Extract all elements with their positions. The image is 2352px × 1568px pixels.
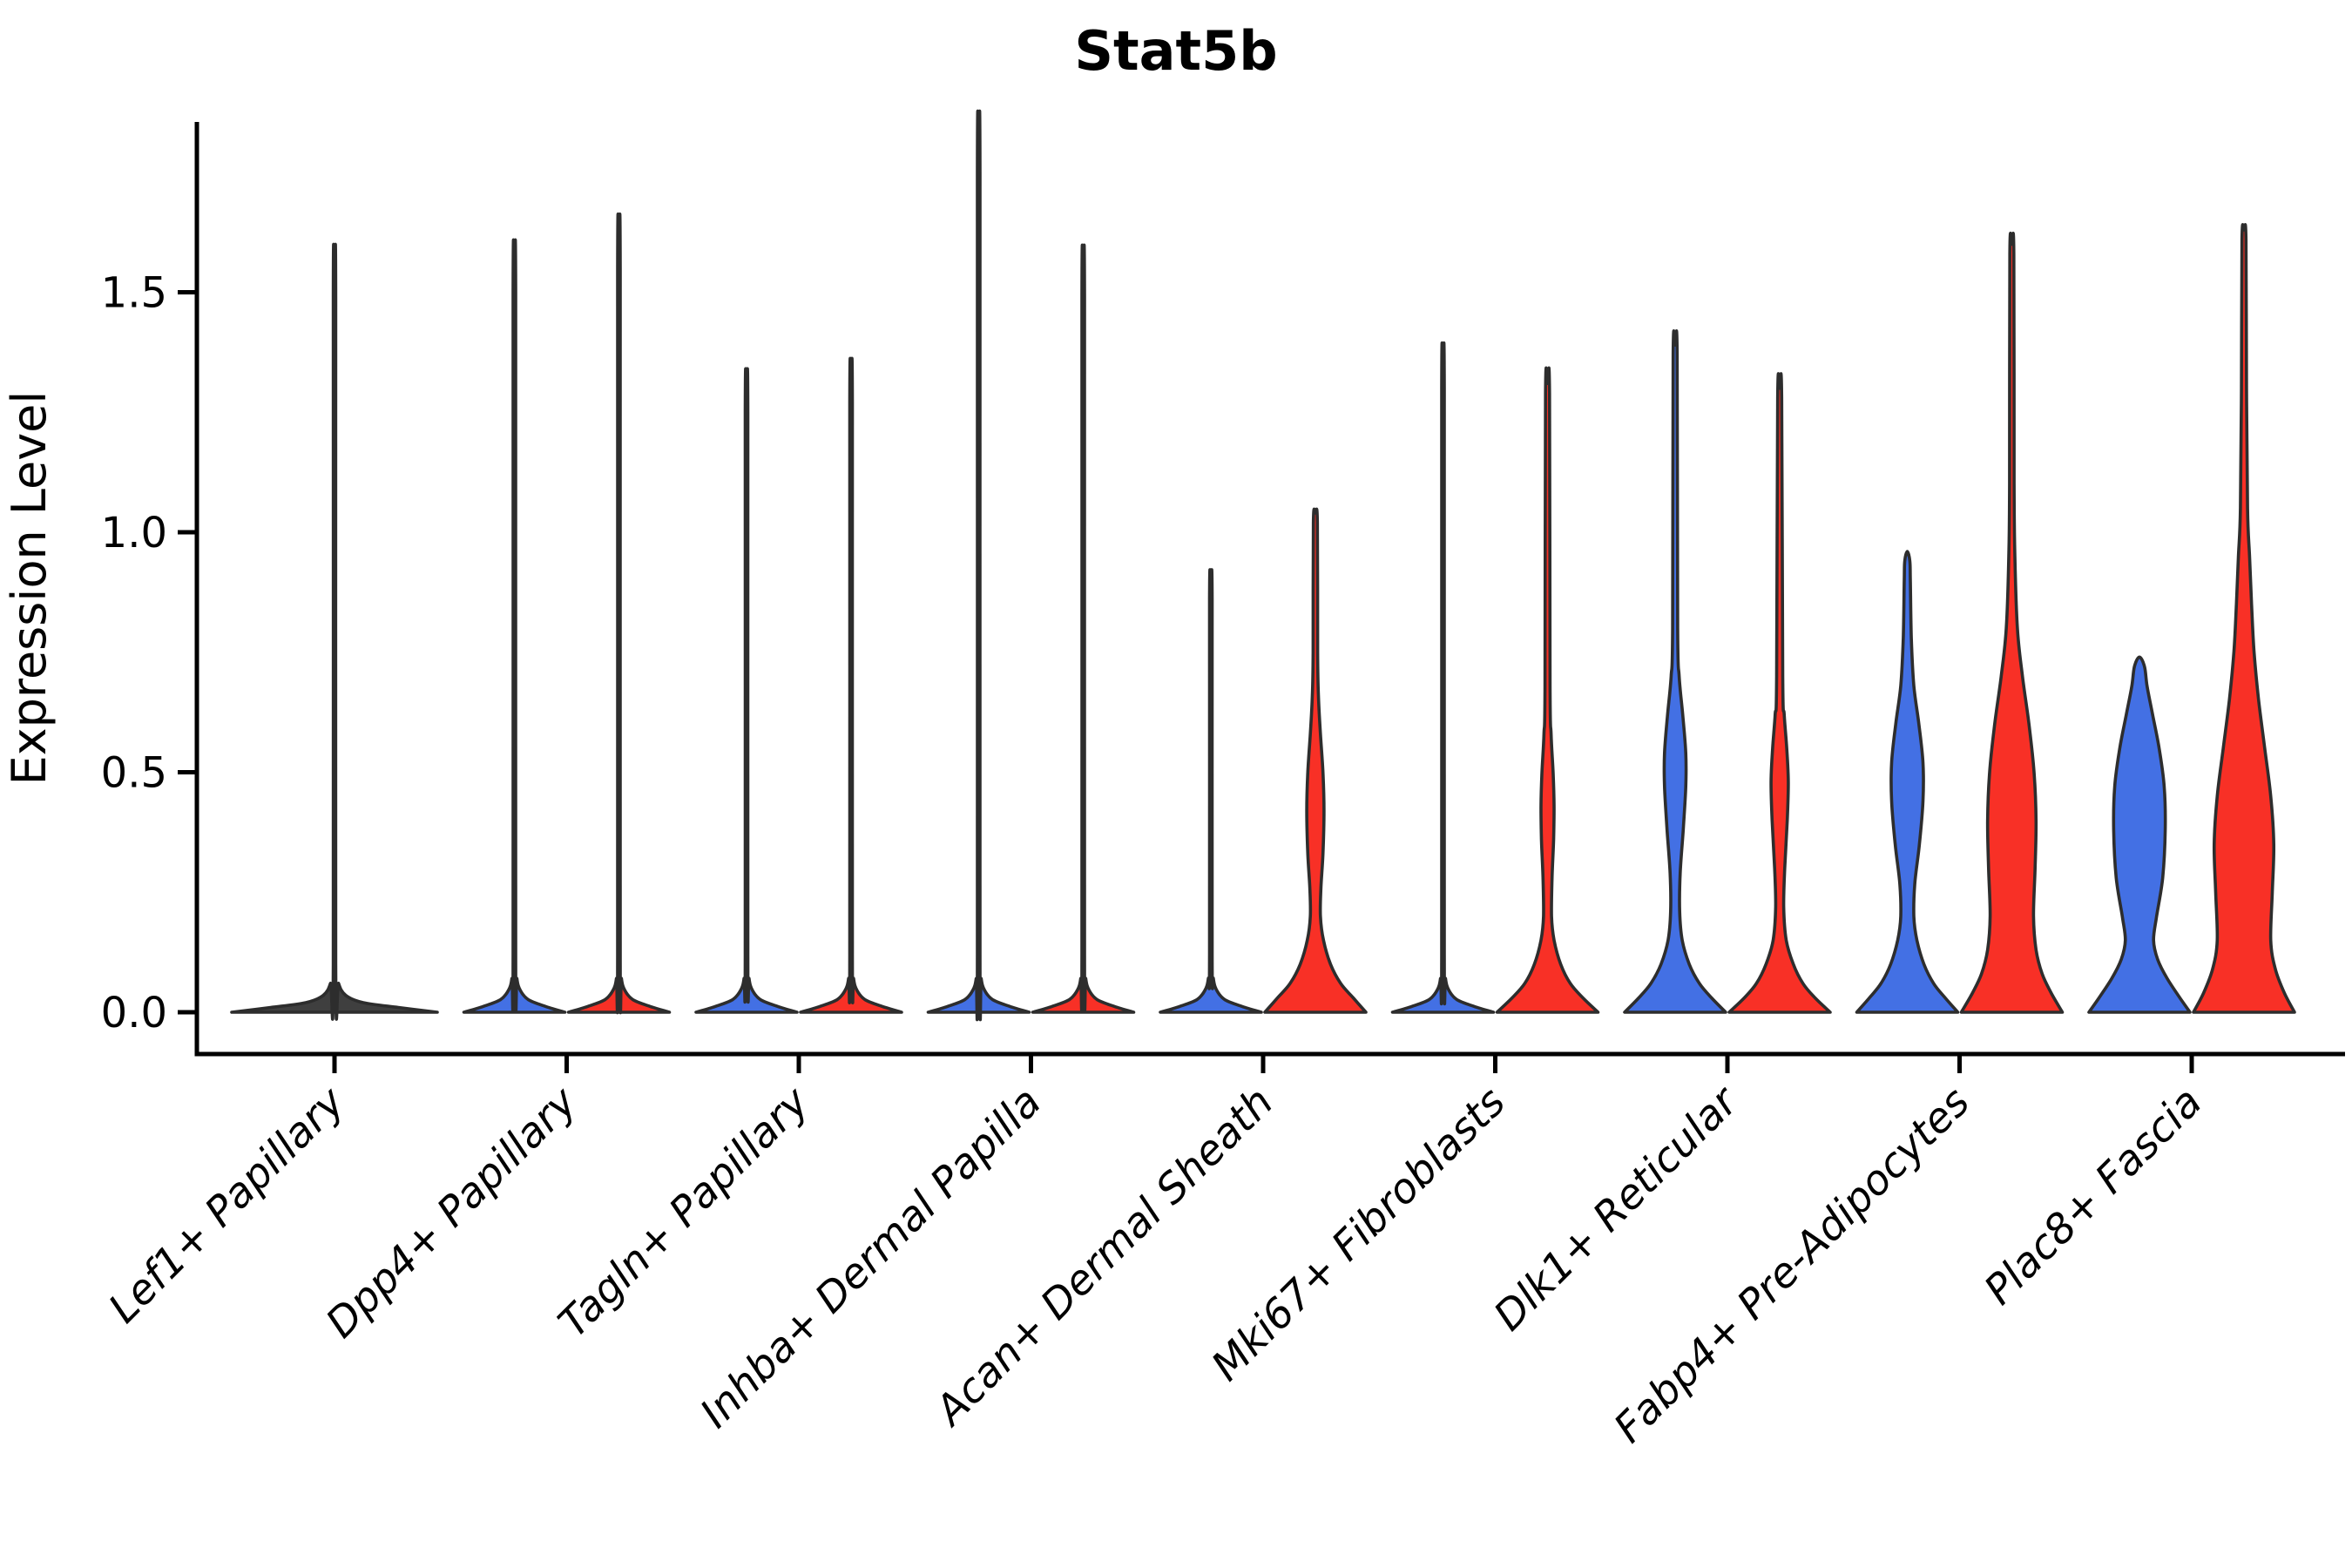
- violin-group: [230, 109, 2296, 1022]
- violin-0-single: [230, 242, 439, 1021]
- y-axis-ticks: 0.0 0.5 1.0 1.5: [101, 269, 197, 1037]
- violin-2-right: [799, 356, 903, 1014]
- violin-2-left: [694, 367, 799, 1014]
- x-tick-label-2: Tagln+ Papillary: [550, 1078, 820, 1348]
- violin-8-left: [2087, 655, 2192, 1014]
- chart-title: Stat5b: [1074, 19, 1277, 83]
- violin-7-left: [1855, 550, 1960, 1014]
- violin-3-left: [926, 109, 1031, 1022]
- y-tick-label: 0.0: [101, 989, 167, 1037]
- violin-1-left: [462, 238, 567, 1014]
- x-tick-label-6: Dlk1+ Reticular: [1485, 1077, 1749, 1341]
- x-tick-label-8: Plac8+ Fascia: [1975, 1078, 2211, 1315]
- violin-3-right: [1031, 243, 1136, 1014]
- y-axis-label: Expression Level: [2, 391, 57, 786]
- violin-5-left: [1390, 341, 1496, 1014]
- violin-7-right: [1959, 231, 2065, 1014]
- x-axis-ticks: [332, 1054, 2194, 1073]
- y-tick-label: 1.5: [101, 269, 167, 318]
- violin-4-right: [1263, 507, 1368, 1014]
- x-tick-label-0: Lef1+ Papillary: [99, 1078, 355, 1333]
- y-tick-label: 1.0: [101, 509, 167, 558]
- violin-6-right: [1727, 372, 1832, 1014]
- violin-4-left: [1159, 568, 1263, 1014]
- y-tick-label: 0.5: [101, 749, 167, 798]
- violin-8-right: [2192, 223, 2296, 1014]
- x-tick-label-1: Dpp4+ Papillary: [317, 1078, 587, 1348]
- violin-6-left: [1623, 329, 1727, 1014]
- violin-1-right: [566, 213, 672, 1015]
- violin-5-right: [1495, 366, 1600, 1014]
